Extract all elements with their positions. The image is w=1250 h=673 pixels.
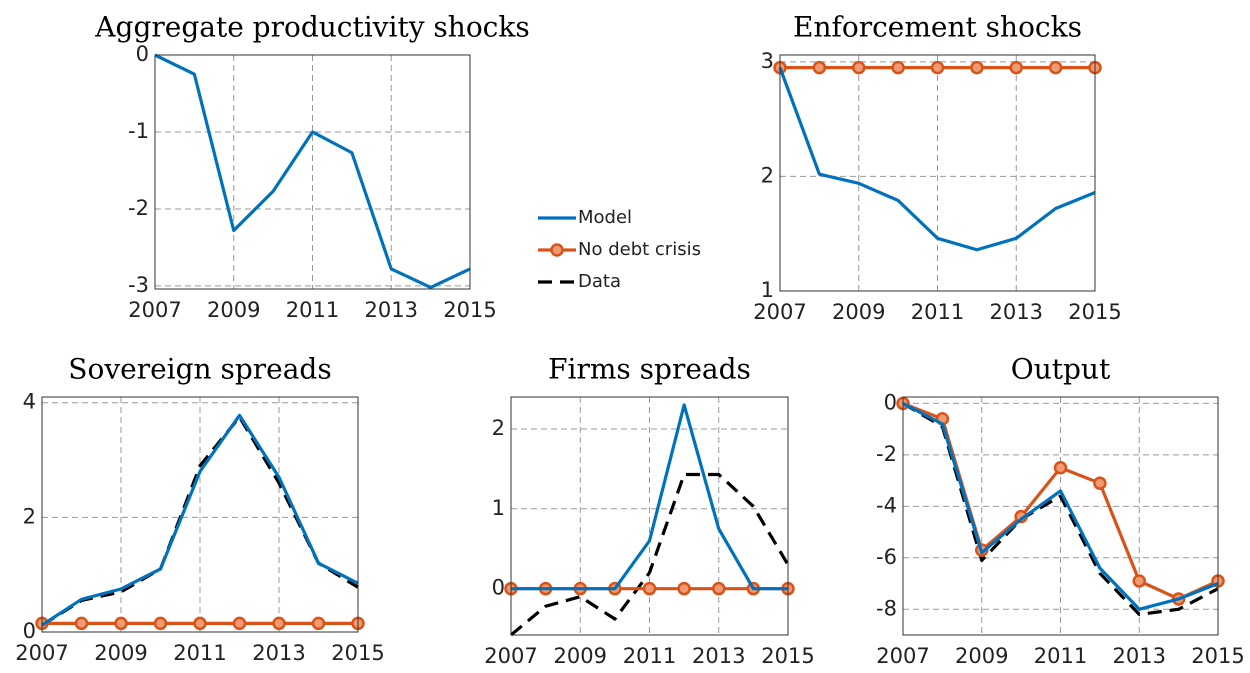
chart-title: Output xyxy=(1011,353,1111,386)
marker xyxy=(970,60,984,75)
x-tick-label: 2009 xyxy=(554,644,607,668)
x-tick-label: 2015 xyxy=(1191,644,1244,668)
x-tick-label: 2013 xyxy=(365,298,418,322)
x-tick-label: 2015 xyxy=(443,298,496,322)
x-tick-label: 2011 xyxy=(623,644,676,668)
axes-box xyxy=(41,396,359,633)
marker xyxy=(642,581,657,596)
x-tick-label: 2011 xyxy=(911,300,964,324)
series-line: Model xyxy=(154,53,471,290)
legend-label: Data xyxy=(578,271,621,292)
series-line: Model xyxy=(778,67,1096,252)
marker xyxy=(677,581,691,596)
chart-title: Sovereign spreads xyxy=(68,353,331,386)
marker xyxy=(1053,461,1068,475)
x-tick-label: 2011 xyxy=(1034,644,1087,668)
axes-box xyxy=(154,54,471,290)
marker xyxy=(852,60,866,75)
y-tick-label: 0 xyxy=(136,42,149,66)
marker xyxy=(232,616,247,631)
legend-label: Model xyxy=(578,207,632,228)
axes-box xyxy=(779,54,1096,292)
marker xyxy=(114,616,128,631)
x-tick-label: 2015 xyxy=(331,641,384,665)
marker xyxy=(1048,60,1063,75)
plot-area xyxy=(780,55,1095,291)
y-tick-label: 2 xyxy=(492,416,505,440)
marker xyxy=(930,60,945,75)
axes-box xyxy=(902,396,1219,636)
y-tick-label: -3 xyxy=(128,273,149,297)
x-tick-label: 2009 xyxy=(94,641,147,665)
x-tick-label: 2007 xyxy=(128,298,181,322)
x-tick-label: 2007 xyxy=(876,644,929,668)
marker xyxy=(1132,574,1146,588)
chart-title: Enforcement shocks xyxy=(793,11,1082,44)
y-tick-label: 0 xyxy=(23,619,36,643)
marker xyxy=(712,581,726,596)
x-tick-label: 2013 xyxy=(252,641,305,665)
series-line: Model xyxy=(41,413,359,627)
legend-marker xyxy=(550,243,564,257)
series-line xyxy=(902,402,1219,611)
marker xyxy=(1009,60,1023,75)
marker xyxy=(891,60,905,75)
series-line: Data xyxy=(509,472,790,637)
x-tick-label: 2009 xyxy=(207,298,260,322)
y-tick-label: 2 xyxy=(23,504,36,528)
x-tick-label: 2007 xyxy=(15,641,68,665)
marker xyxy=(311,616,326,631)
marker xyxy=(812,60,827,75)
x-tick-label: 2009 xyxy=(955,644,1008,668)
y-tick-label: 1 xyxy=(761,278,774,302)
y-tick-label: -2 xyxy=(128,196,149,220)
marker xyxy=(74,616,89,631)
x-tick-label: 2013 xyxy=(1113,644,1166,668)
plot-area xyxy=(903,397,1218,635)
series-line: Model xyxy=(511,403,788,591)
y-tick-label: 3 xyxy=(761,49,774,73)
x-tick-label: 2015 xyxy=(761,644,814,668)
x-tick-label: 2015 xyxy=(1068,300,1121,324)
marker xyxy=(1093,476,1107,490)
y-tick-label: 0 xyxy=(492,576,505,600)
axes-box xyxy=(510,396,789,636)
y-tick-label: 4 xyxy=(23,390,36,414)
legend-label: No debt crisis xyxy=(578,239,701,260)
x-tick-label: 2007 xyxy=(484,644,537,668)
y-tick-label: -6 xyxy=(876,545,897,569)
x-tick-label: 2007 xyxy=(753,300,806,324)
x-tick-label: 2013 xyxy=(692,644,745,668)
marker xyxy=(272,616,286,631)
x-tick-label: 2009 xyxy=(832,300,885,324)
y-tick-label: 0 xyxy=(884,390,897,414)
x-tick-label: 2011 xyxy=(286,298,339,322)
y-tick-label: -4 xyxy=(876,493,897,517)
marker xyxy=(153,616,168,631)
x-tick-label: 2013 xyxy=(990,300,1043,324)
y-tick-label: -8 xyxy=(876,596,897,620)
y-tick-label: 2 xyxy=(761,163,774,187)
y-tick-label: 1 xyxy=(492,496,505,520)
x-tick-label: 2011 xyxy=(173,641,226,665)
chart-title: Aggregate productivity shocks xyxy=(94,11,529,44)
y-tick-label: -2 xyxy=(876,442,897,466)
marker xyxy=(193,616,207,631)
chart-title: Firms spreads xyxy=(548,353,751,386)
y-tick-label: -1 xyxy=(128,119,149,143)
